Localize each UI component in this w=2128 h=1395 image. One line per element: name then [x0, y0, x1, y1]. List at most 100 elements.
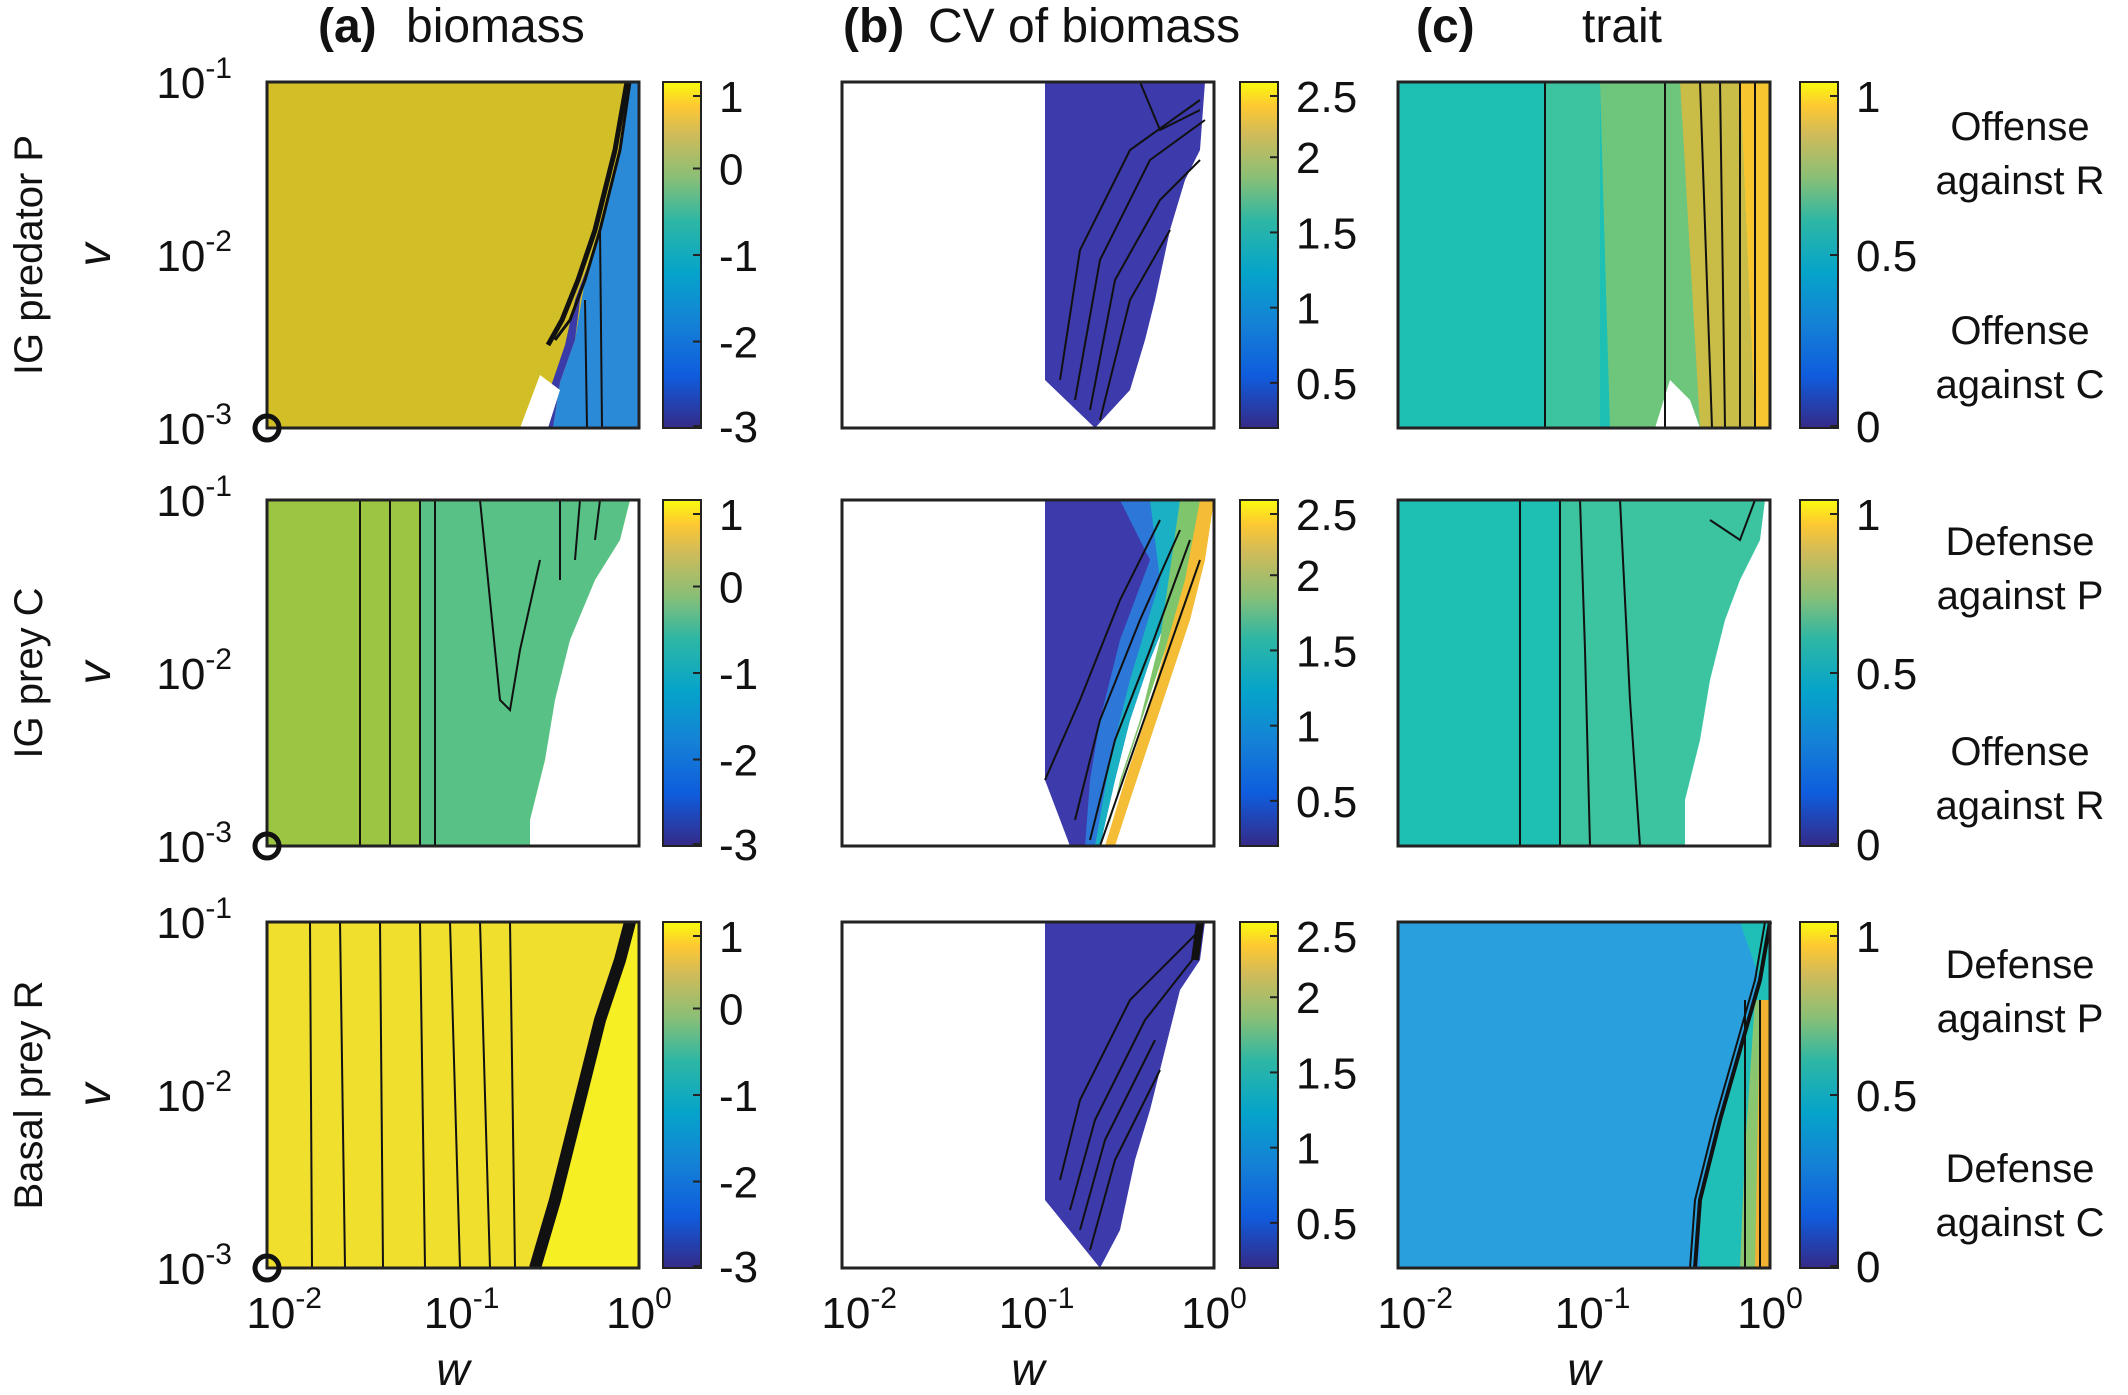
origin-marker: [252, 831, 282, 861]
colorbar-tick-label: -3: [719, 1243, 758, 1292]
y-tick-label: 10-1: [156, 470, 232, 526]
colorbar-tick-label: -3: [719, 403, 758, 452]
panel-biomass-P: [252, 80, 641, 443]
x-tick-labels: 10-2 10-1 100 10-2 10-1 100 10-2 10-1 100: [246, 1282, 1802, 1338]
colorbar-tick-label: 1.5: [1296, 1049, 1357, 1098]
y-tick-label: 10-1: [156, 52, 232, 108]
colorbar-tick-label: 1: [719, 491, 743, 540]
colorbar-tick-labels: 1 0 -1 -2 -3 2.5 2 1.5 1 0.5 1 0.5 0 1 0 -1 -2 -3 2.5 2 1.5 1…: [693, 73, 1917, 1292]
colorbar-tick-label: 1: [1296, 703, 1320, 752]
colorbar-tick-label: 1: [719, 913, 743, 962]
colorbar-tick-label: 2: [1296, 552, 1320, 601]
colorbar-tick-label: 0.5: [1856, 232, 1917, 281]
colorbar-tick-label: 0: [1856, 821, 1880, 870]
colorbar-tick-label: 0: [1856, 403, 1880, 452]
column-letter-a: (a): [318, 0, 377, 53]
colorbar-tick-label: 2: [1296, 134, 1320, 183]
panel-cv-R: [840, 920, 1216, 1270]
trait-bottom-C-2: against R: [1936, 784, 2105, 828]
colorbar-tick-label: -2: [719, 319, 758, 368]
column-title-c: (c) trait: [1416, 0, 1662, 53]
panel-biomass-R: [252, 920, 641, 1283]
colorbar-tick-label: 1: [1296, 285, 1320, 334]
colorbar-cv-P: [1239, 81, 1279, 429]
trait-bottom-R-1: Defense: [1946, 1147, 2095, 1191]
colorbar-tick-label: -3: [719, 821, 758, 870]
colorbar-tick-label: 1: [719, 73, 743, 122]
origin-marker: [252, 1253, 282, 1283]
y-tick-label: 10-2: [156, 643, 232, 699]
column-title-cv: CV of biomass: [928, 0, 1240, 53]
colorbar-tick-label: -1: [719, 232, 758, 281]
colorbar-tick-label: 1.5: [1296, 209, 1357, 258]
colorbar-tick-label: 0: [719, 564, 743, 613]
trait-top-R-2: against P: [1937, 997, 2104, 1041]
xlabel-a: w: [436, 1343, 472, 1395]
panel-cv-C: [840, 498, 1216, 848]
panel-trait-P: [1396, 80, 1772, 430]
column-title-b: (b) CV of biomass: [843, 0, 1240, 53]
colorbar-tick-label: 1: [1856, 913, 1880, 962]
x-tick-label: 10-2: [821, 1282, 897, 1338]
trait-top-C-2: against P: [1937, 574, 2104, 618]
colorbar-tick-label: 2.5: [1296, 913, 1357, 962]
trait-bottom-C-1: Offense: [1950, 730, 2089, 774]
colorbar-tick-label: 0: [1856, 1243, 1880, 1292]
colorbar-tick-label: 1: [1856, 491, 1880, 540]
origin-marker: [252, 413, 282, 443]
y-tick-label: 10-3: [156, 1238, 232, 1294]
panel-cv-P: [840, 80, 1216, 430]
colorbar-tick-label: 2.5: [1296, 491, 1357, 540]
y-tick-labels: 10-3 10-2 10-1 10-3 10-2 10-1 10-3 10-2 10-1: [156, 52, 232, 1294]
x-tick-label: 10-1: [1555, 1282, 1631, 1338]
trait-bottom-R-2: against C: [1936, 1201, 2105, 1245]
x-tick-label: 100: [1181, 1282, 1247, 1338]
y-tick-label: 10-2: [156, 1065, 232, 1121]
trait-top-P-1: Offense: [1950, 105, 2089, 149]
trait-bottom-P-2: against C: [1936, 363, 2105, 407]
xlabel-c: w: [1567, 1343, 1603, 1395]
colorbar-tick-label: 0.5: [1856, 1072, 1917, 1121]
colorbar-tick-label: 0: [719, 146, 743, 195]
colorbar-tick-label: 0.5: [1296, 1200, 1357, 1249]
y-tick-label: 10-2: [156, 225, 232, 281]
row-label-P: IG predator P: [7, 135, 51, 375]
colorbar-cv-C: [1239, 499, 1279, 847]
colorbar-tick-label: 1: [1856, 73, 1880, 122]
row-label-C: IG prey C: [7, 587, 51, 758]
trait-bottom-P-1: Offense: [1950, 309, 2089, 353]
trait-top-P-2: against R: [1936, 159, 2105, 203]
trait-note-R: Defense against P Defense against C: [1936, 943, 2105, 1245]
colorbar-tick-label: 2.5: [1296, 73, 1357, 122]
colorbar-tick-label: 0.5: [1296, 778, 1357, 827]
panel-trait-C: [1396, 498, 1772, 848]
trait-top-C-1: Defense: [1946, 520, 2095, 564]
xlabel-b: w: [1011, 1343, 1047, 1395]
colorbar-tick-label: -2: [719, 737, 758, 786]
x-tick-label: 10-1: [999, 1282, 1075, 1338]
column-title-a: (a) biomass: [318, 0, 585, 53]
colorbar-tick-label: -1: [719, 1072, 758, 1121]
row-label-R: Basal prey R: [7, 981, 51, 1210]
column-title-trait: trait: [1582, 0, 1662, 53]
colorbar-tick-label: 0: [719, 986, 743, 1035]
trait-note-C: Defense against P Offense against R: [1936, 520, 2105, 828]
y-tick-label: 10-1: [156, 892, 232, 948]
colorbar-tick-label: 2: [1296, 974, 1320, 1023]
column-title-biomass: biomass: [406, 0, 585, 53]
colorbar-tick-label: 0.5: [1296, 360, 1357, 409]
colorbar-tick-label: -2: [719, 1159, 758, 1208]
x-tick-label: 10-1: [424, 1282, 500, 1338]
colorbar-tick-label: 1.5: [1296, 627, 1357, 676]
y-tick-label: 10-3: [156, 816, 232, 872]
colorbar-tick-label: 0.5: [1856, 650, 1917, 699]
column-letter-c: (c): [1416, 0, 1475, 53]
trait-note-P: Offense against R Offense against C: [1936, 105, 2105, 407]
x-tick-label: 10-2: [1377, 1282, 1453, 1338]
ylabel-row1: v: [68, 241, 120, 267]
colorbar-tick-label: -1: [719, 650, 758, 699]
ylabel-row2: v: [68, 659, 120, 685]
colorbar-cv-R: [1239, 921, 1279, 1269]
column-letter-b: (b): [843, 0, 904, 53]
